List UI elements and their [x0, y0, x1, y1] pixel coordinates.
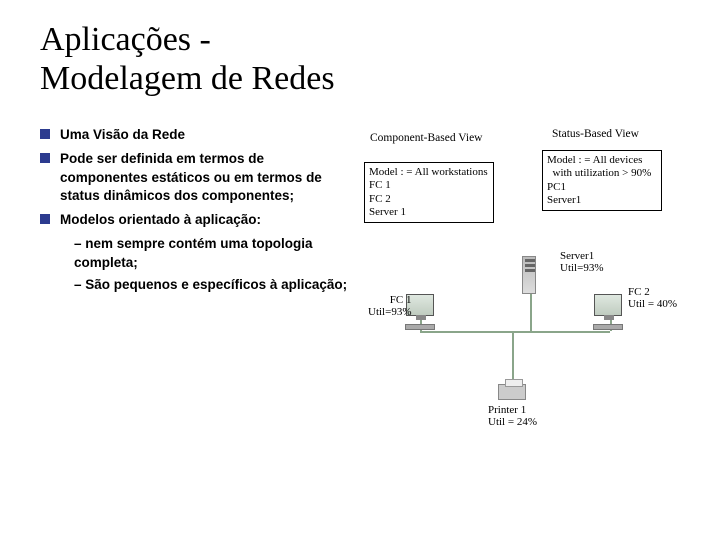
device-util: Util=93% — [368, 306, 411, 318]
bullet-square-icon — [40, 214, 50, 224]
network-line — [420, 331, 610, 333]
bullet-item: Modelos orientado à aplicação: — [40, 211, 350, 229]
bullet-square-icon — [40, 129, 50, 139]
content-row: Uma Visão da Rede Pode ser definida em t… — [40, 126, 680, 298]
diagram-area: Component-Based View Status-Based View M… — [362, 126, 680, 298]
device-name: FC 2 — [628, 286, 650, 298]
device-name: Printer 1 — [488, 404, 526, 416]
device-name: FC 1 — [390, 294, 412, 306]
status-model-box: Model : = All devices with utilization >… — [542, 150, 662, 211]
bullet-list: Uma Visão da Rede Pode ser definida em t… — [40, 126, 350, 229]
model-line: FC 2 — [369, 193, 489, 206]
device-util: Util = 24% — [488, 416, 537, 428]
slide: Aplicações - Modelagem de Redes Uma Visã… — [0, 0, 720, 540]
keyboard-icon — [405, 324, 435, 330]
tower-icon — [522, 256, 536, 294]
model-line: Model : = All workstations — [369, 166, 489, 179]
model-line: Server1 — [547, 194, 657, 207]
model-line: PC1 — [547, 181, 657, 194]
component-model-box: Model : = All workstations FC 1 FC 2 Ser… — [364, 162, 494, 223]
sub-bullet-list: nem sempre contém uma topologia completa… — [74, 235, 350, 294]
title-line-1: Aplicações - — [40, 21, 211, 58]
slide-title: Aplicações - Modelagem de Redes — [40, 20, 680, 98]
title-line-2: Modelagem de Redes — [40, 60, 335, 97]
bullet-text: Modelos orientado à aplicação: — [60, 211, 261, 229]
server-device — [522, 256, 536, 294]
device-util: Util = 40% — [628, 298, 677, 310]
printer-device — [498, 384, 526, 400]
model-line: FC 1 — [369, 179, 489, 192]
device-name: Server1 — [560, 250, 594, 262]
fc2-label: FC 2 Util = 40% — [628, 286, 677, 310]
status-view-label: Status-Based View — [552, 128, 639, 140]
bullet-item: Pode ser definida em termos de component… — [40, 150, 350, 205]
server1-label: Server1 Util=93% — [560, 250, 603, 274]
model-line: Server 1 — [369, 206, 489, 219]
monitor-icon — [594, 294, 622, 316]
keyboard-icon — [593, 324, 623, 330]
printer-icon — [498, 384, 526, 400]
bullet-column: Uma Visão da Rede Pode ser definida em t… — [40, 126, 350, 298]
bullet-text: Uma Visão da Rede — [60, 126, 185, 144]
component-view-label: Component-Based View — [370, 132, 482, 144]
fc1-label: FC 1 Util=93% — [368, 294, 411, 318]
sub-bullet-item: São pequenos e específicos à aplicação; — [74, 276, 350, 294]
printer-label: Printer 1 Util = 24% — [488, 404, 537, 428]
model-line: Model : = All devices — [547, 154, 657, 167]
fc2-device — [594, 294, 622, 316]
device-util: Util=93% — [560, 262, 603, 274]
sub-bullet-item: nem sempre contém uma topologia completa… — [74, 235, 350, 271]
network-line — [512, 331, 514, 386]
bullet-item: Uma Visão da Rede — [40, 126, 350, 144]
bullet-square-icon — [40, 153, 50, 163]
model-line: with utilization > 90% — [547, 167, 657, 180]
bullet-text: Pode ser definida em termos de component… — [60, 150, 350, 205]
